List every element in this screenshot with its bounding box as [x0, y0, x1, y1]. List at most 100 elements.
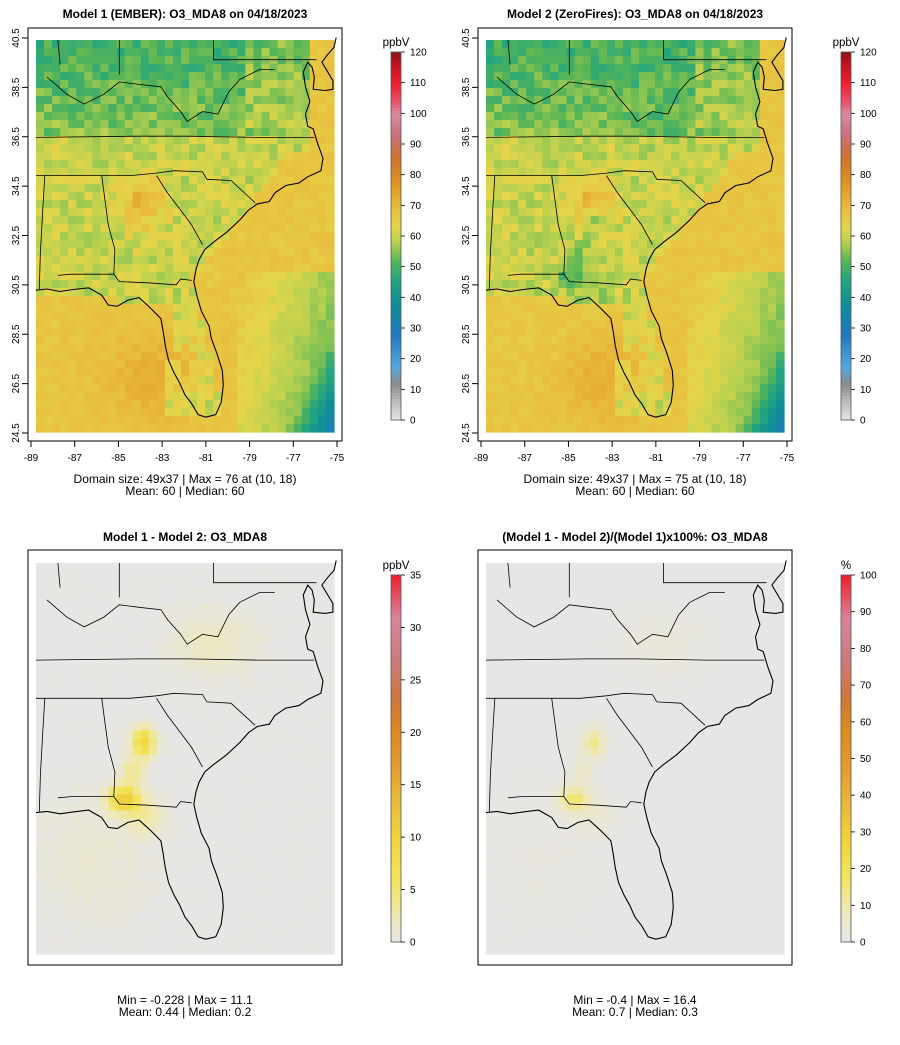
grid-cell — [325, 634, 335, 644]
grid-cell — [229, 80, 238, 89]
colorbar-swatch — [391, 110, 401, 114]
grid-cell — [293, 400, 303, 409]
grid-cell — [582, 128, 592, 137]
grid-cell — [309, 104, 319, 113]
grid-cell — [76, 634, 85, 644]
grid-cell — [76, 690, 85, 700]
grid-cell — [590, 304, 600, 313]
colorbar-swatch — [391, 125, 401, 130]
grid-cell — [558, 408, 568, 417]
grid-cell — [108, 674, 118, 684]
grid-cell — [317, 176, 327, 185]
grid-cell — [36, 698, 45, 708]
grid-cell — [245, 40, 255, 49]
grid-cell — [253, 368, 263, 377]
grid-cell — [221, 570, 230, 580]
grid-cell — [735, 408, 745, 417]
grid-cell — [84, 730, 93, 740]
grid-cell — [518, 176, 527, 185]
grid-cell — [213, 602, 222, 612]
grid-cell — [598, 208, 608, 217]
grid-cell — [647, 368, 656, 377]
grid-cell — [582, 328, 592, 337]
grid-cell — [614, 96, 624, 105]
grid-cell — [671, 288, 680, 297]
grid-cell — [582, 320, 592, 329]
grid-cell — [116, 200, 126, 209]
grid-cell — [309, 416, 319, 425]
colorbar-swatch — [391, 58, 401, 62]
grid-cell — [237, 40, 246, 49]
grid-cell — [180, 104, 190, 113]
grid-cell — [237, 64, 246, 73]
grid-cell — [606, 288, 616, 297]
grid-cell — [309, 288, 319, 297]
grid-cell — [245, 400, 255, 409]
grid-cell — [156, 762, 166, 772]
grid-cell — [727, 352, 737, 361]
grid-cell — [52, 224, 61, 233]
grid-cell — [590, 368, 600, 377]
grid-cell — [711, 120, 721, 129]
grid-cell — [180, 738, 190, 748]
grid-cell — [703, 120, 713, 129]
grid-cell — [229, 634, 238, 644]
grid-cell — [68, 320, 77, 329]
grid-cell — [502, 208, 511, 217]
grid-cell — [542, 400, 552, 409]
grid-cell — [719, 256, 729, 265]
grid-cell — [301, 280, 311, 289]
grid-cell — [703, 112, 713, 121]
grid-cell — [759, 256, 769, 265]
grid-cell — [630, 48, 640, 57]
grid-cell — [486, 120, 495, 129]
grid-cell — [245, 128, 255, 137]
grid-cell — [558, 368, 568, 377]
grid-cell — [189, 376, 198, 385]
grid-cell — [68, 232, 77, 241]
grid-cell — [679, 320, 688, 329]
grid-cell — [502, 328, 511, 337]
grid-cell — [719, 352, 729, 361]
grid-cell — [719, 296, 729, 305]
colorbar-swatch — [391, 101, 401, 105]
colorbar-swatch — [841, 70, 851, 74]
grid-cell — [727, 232, 737, 241]
grid-cell — [261, 690, 271, 700]
grid-cell — [100, 232, 110, 241]
grid-cell — [743, 152, 753, 161]
grid-cell — [261, 762, 271, 772]
grid-cell — [189, 248, 198, 257]
grid-cell — [285, 666, 295, 676]
grid-cell — [36, 578, 45, 588]
grid-cell — [550, 368, 560, 377]
grid-cell — [494, 96, 503, 105]
grid-cell — [189, 272, 198, 281]
grid-cell — [285, 586, 295, 596]
grid-cell — [309, 376, 319, 385]
grid-cell — [655, 328, 664, 337]
grid-cell — [325, 192, 335, 201]
grid-cell — [261, 48, 271, 57]
grid-cell — [703, 48, 713, 57]
grid-cell — [269, 570, 279, 580]
grid-cell — [542, 384, 552, 393]
grid-cell — [526, 160, 535, 169]
colorbar-swatch — [391, 266, 401, 271]
grid-cell — [52, 408, 61, 417]
grid-cell — [277, 40, 287, 49]
grid-cell — [124, 730, 134, 740]
grid-cell — [285, 144, 295, 153]
grid-cell — [550, 216, 560, 225]
grid-cell — [156, 424, 166, 433]
grid-cell — [197, 176, 206, 185]
grid-cell — [775, 272, 785, 281]
grid-cell — [325, 88, 335, 97]
grid-cell — [534, 136, 543, 145]
grid-cell — [261, 610, 271, 620]
grid-cell — [325, 730, 335, 740]
grid-cell — [614, 424, 624, 433]
grid-cell — [124, 64, 134, 73]
grid-cell — [172, 586, 182, 596]
grid-cell — [550, 96, 560, 105]
